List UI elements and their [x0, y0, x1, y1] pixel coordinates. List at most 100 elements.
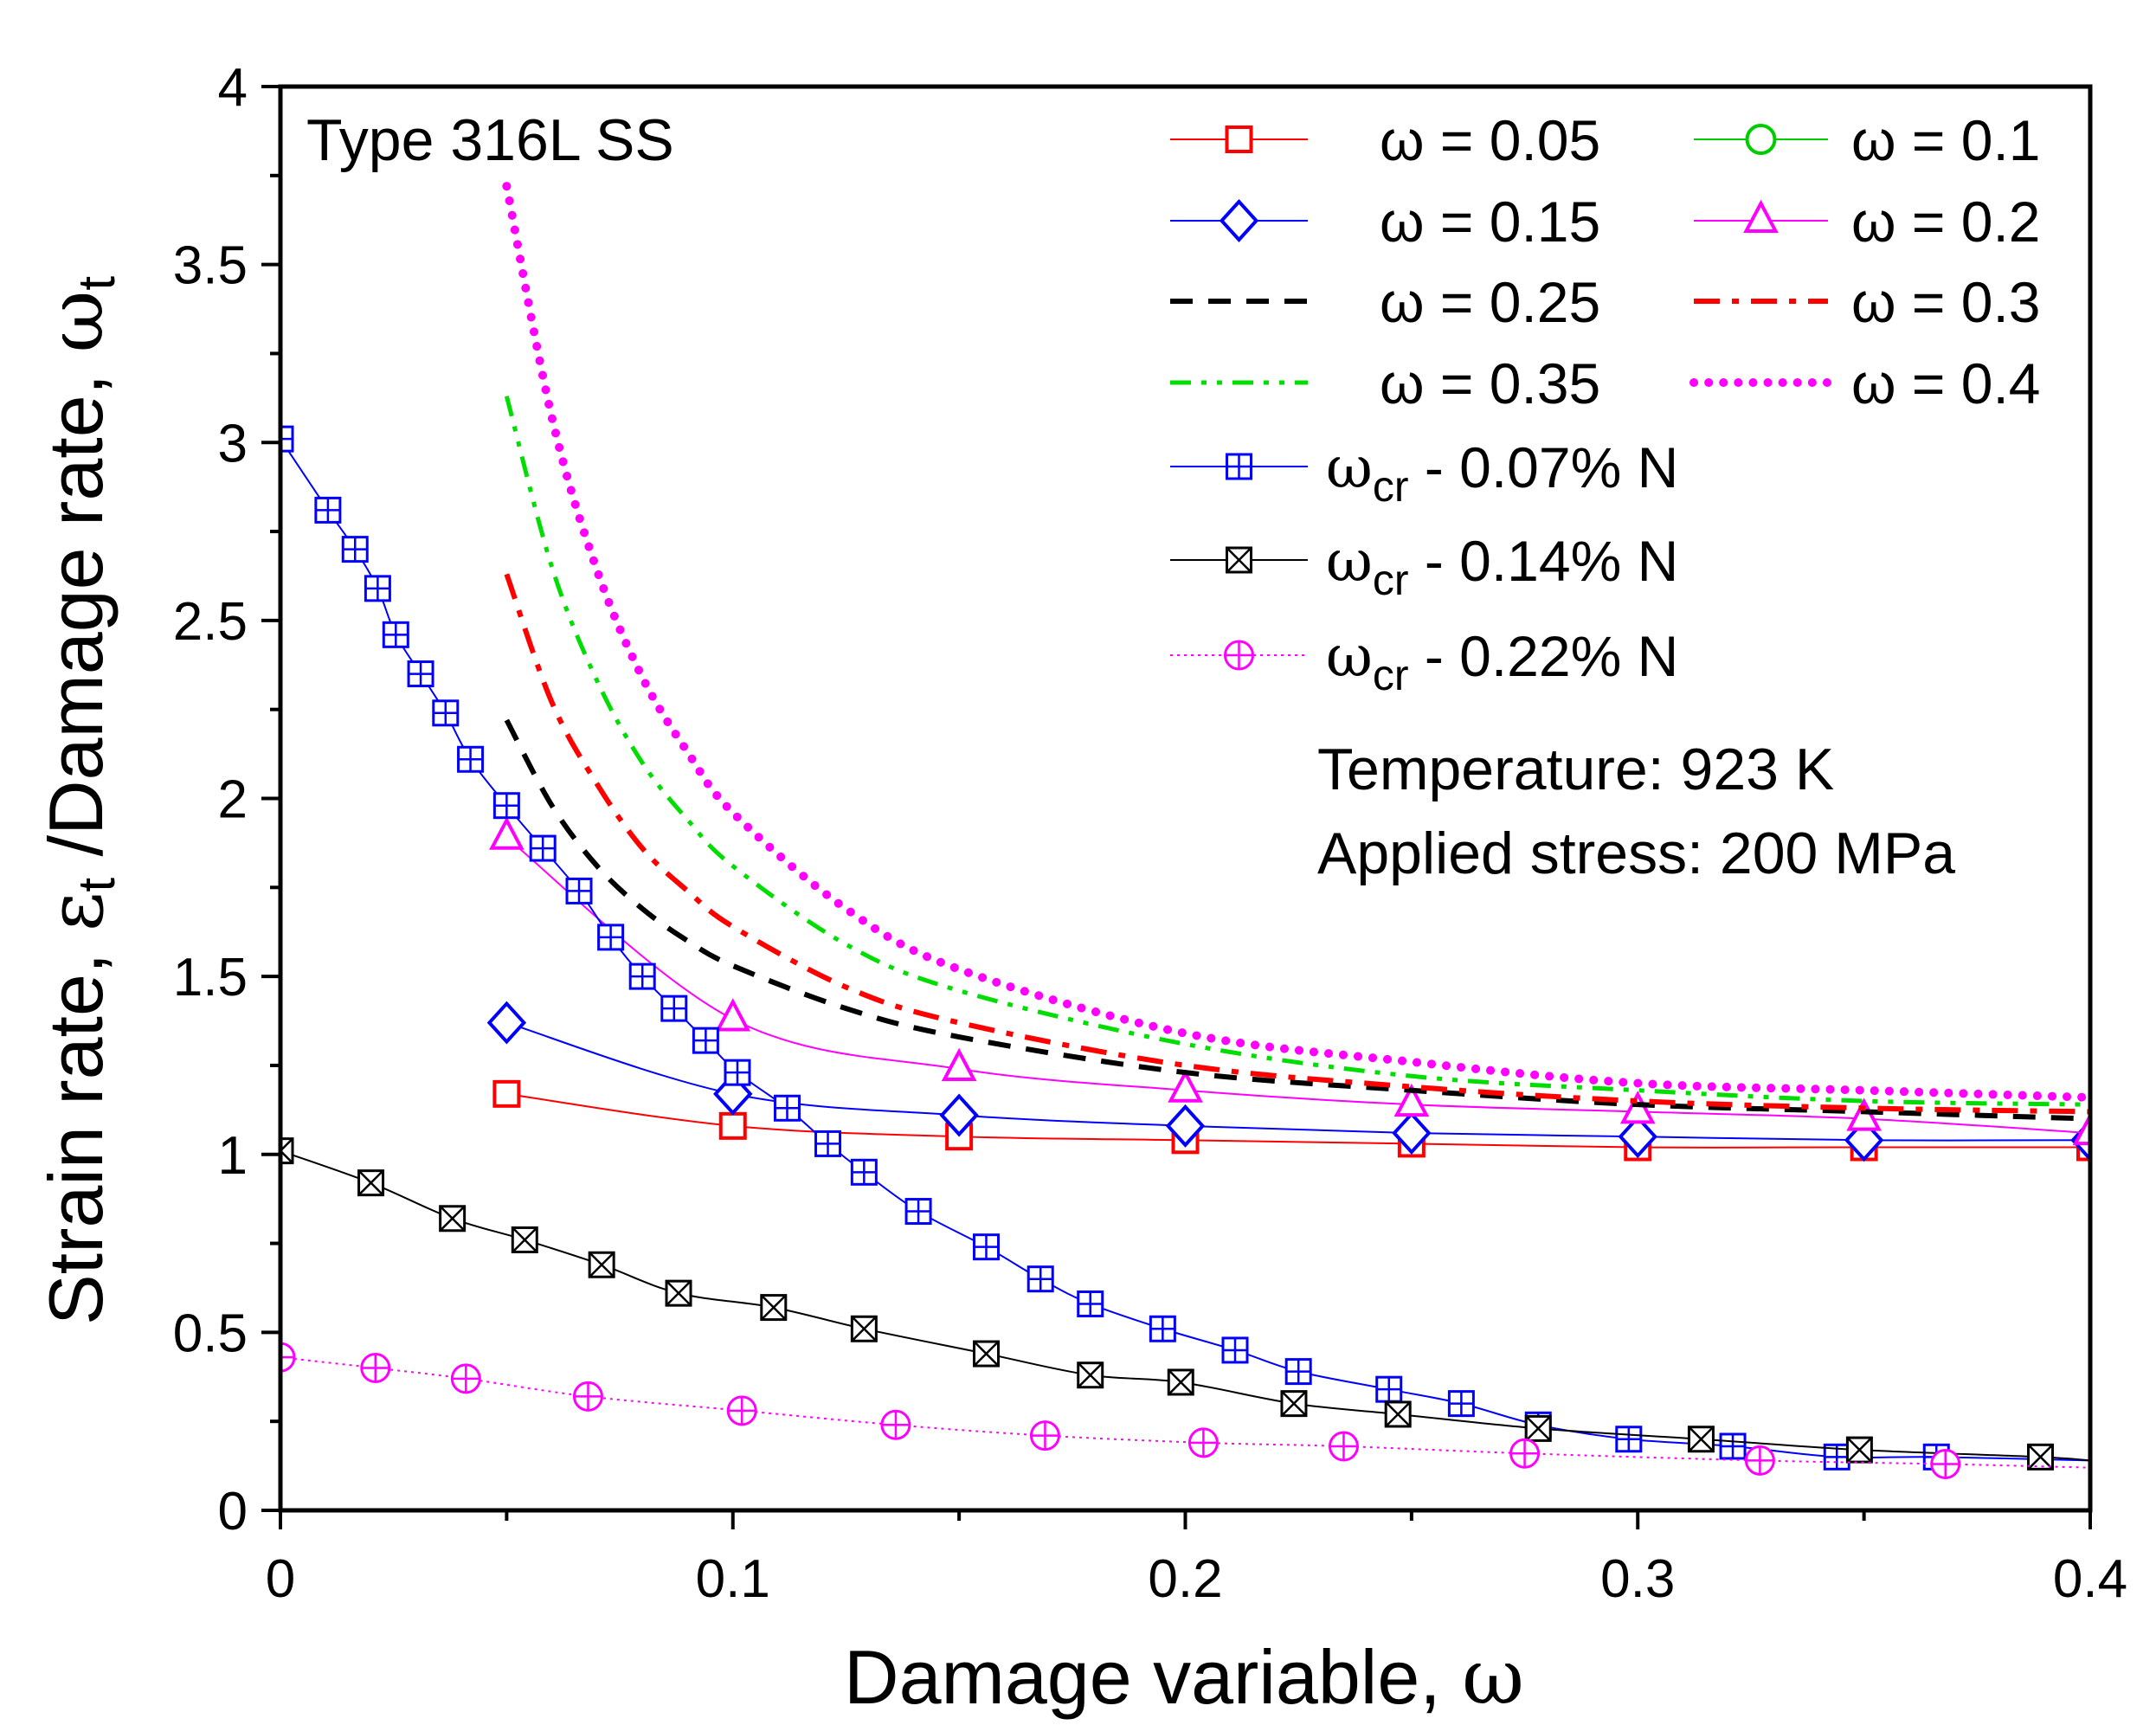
x-glyph [1525, 1415, 1552, 1442]
data-point [439, 1205, 467, 1233]
series-line [280, 438, 2090, 1462]
plus-glyph [365, 576, 390, 601]
series-line [506, 1092, 2090, 1149]
plus-glyph [452, 1364, 480, 1393]
data-point [1524, 1414, 1552, 1442]
plus-glyph [494, 793, 519, 818]
legend-label: ω = 0.25 [1380, 270, 1600, 334]
y-tick-label: 0 [218, 1482, 248, 1542]
data-point [1077, 1361, 1104, 1389]
plus-glyph [343, 537, 368, 562]
triangle-marker [941, 1047, 977, 1082]
y-axis-label: Strain rate, εt /Damage rate, ωt [31, 276, 125, 1325]
data-point [1167, 1368, 1194, 1396]
y-tick-label: 3 [218, 414, 248, 473]
data-point [1846, 1097, 1882, 1131]
legend-label: ω = 0.3 [1851, 270, 2041, 334]
x-glyph [973, 1341, 1000, 1367]
data-point [941, 1047, 977, 1082]
series-8 [280, 425, 2090, 1471]
plus-glyph [433, 700, 458, 725]
legend-label-rest: - 0.22% N [1408, 624, 1678, 688]
x-glyph [760, 1294, 787, 1321]
legend-label: ω = 0.1 [1851, 108, 2041, 172]
x-glyph [851, 1316, 878, 1342]
square-marker [492, 1079, 521, 1108]
triangle-marker [1846, 1097, 1882, 1131]
data-point [432, 699, 460, 727]
legend-entry: ωcr - 0.22% N [1170, 623, 1678, 699]
diamond-marker [939, 1093, 979, 1137]
triangle-marker [489, 816, 525, 850]
legend-entry: ω = 0.15 [1170, 190, 1600, 254]
legend-entry: ω = 0.1 [1694, 108, 2041, 172]
legend: ω = 0.05 ω = 0.1 ω = 0.15 ω = 0.2 ω = 0.25 ω … [1170, 108, 2041, 699]
series-line [504, 718, 2090, 1122]
plus-glyph [1226, 454, 1252, 479]
data-point [1618, 1115, 1657, 1159]
legend-entry: ωcr - 0.14% N [1170, 528, 1678, 604]
data-point [1930, 1449, 1961, 1480]
axis-ticks: 0 0.1 0.2 0.3 0.4 0 0.5 1 1.5 2 2.5 3 3.5 4 [173, 58, 2127, 1609]
y-axis-label-part2: /Damage rate, [33, 352, 119, 878]
legend-marker [1745, 124, 1777, 155]
data-point [718, 1111, 747, 1140]
plus-glyph [567, 879, 592, 904]
data-point [341, 536, 369, 563]
data-point [1447, 1390, 1475, 1418]
data-point [360, 1353, 391, 1383]
legend-marker [1225, 126, 1253, 153]
x-tick-label: 0.3 [1600, 1549, 1675, 1609]
series-4 [504, 718, 2090, 1122]
x-tick-label: 0.2 [1148, 1549, 1222, 1609]
plus-glyph [693, 1028, 718, 1053]
data-point [1187, 1427, 1219, 1458]
square-marker [718, 1111, 747, 1140]
plus-glyph [1078, 1291, 1103, 1316]
data-point [1509, 1438, 1541, 1469]
series-5 [504, 573, 2090, 1115]
legend-entry: ω = 0.35 [1170, 351, 1600, 415]
data-point [1221, 1336, 1249, 1364]
plus-glyph [1931, 1450, 1960, 1478]
plus-glyph [1286, 1359, 1311, 1384]
x-glyph [666, 1280, 692, 1307]
data-point [597, 924, 625, 951]
x-glyph [439, 1205, 466, 1232]
series-line [280, 1149, 2090, 1462]
series-line [502, 182, 2090, 1102]
y-axis-label-eps-sub: t [68, 878, 125, 892]
x-axis-label: Damage variable, ω [844, 1632, 1524, 1722]
data-point [850, 1158, 878, 1186]
data-point [1280, 1390, 1308, 1418]
data-point [972, 1340, 1000, 1368]
plus-glyph [1721, 1433, 1746, 1458]
material-annotation: Type 316L SS [306, 107, 674, 173]
data-point [1619, 1091, 1656, 1124]
data-point [1284, 1358, 1312, 1386]
x-tick-label: 0.1 [696, 1549, 770, 1609]
data-point [692, 1027, 719, 1054]
data-point [939, 1093, 979, 1137]
diamond-marker [1165, 1104, 1206, 1148]
data-point [492, 1079, 521, 1108]
legend-entry: ωcr - 0.07% N [1170, 434, 1678, 511]
data-point [492, 792, 520, 820]
plus-glyph [1616, 1426, 1641, 1451]
data-point [904, 1198, 932, 1226]
legend-marker [1226, 453, 1252, 480]
legend-label-sub: cr [1373, 651, 1409, 699]
data-point [572, 1381, 603, 1412]
x-axis-label-symbol: ω [1462, 1632, 1524, 1722]
data-point [588, 1251, 615, 1278]
data-point [486, 1001, 527, 1045]
legend-label-sub: cr [1373, 556, 1409, 604]
series-9 [280, 1137, 2090, 1471]
y-tick-label: 0.5 [173, 1303, 248, 1363]
x-glyph [1688, 1426, 1715, 1452]
legend-marker [1224, 640, 1254, 671]
data-point [1328, 1431, 1359, 1462]
data-point [660, 994, 688, 1022]
x-glyph [1385, 1401, 1412, 1427]
